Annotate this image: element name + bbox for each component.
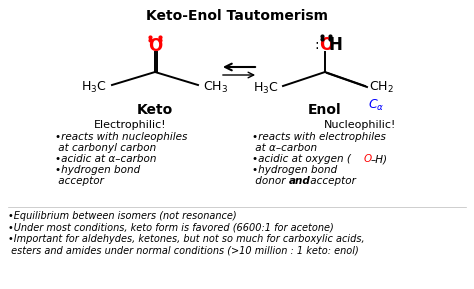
Text: •reacts with electrophiles: •reacts with electrophiles — [252, 132, 386, 142]
Text: –H): –H) — [371, 154, 388, 164]
Text: •acidic at α–carbon: •acidic at α–carbon — [55, 154, 156, 164]
Text: •Equilibrium between isomers (not resonance): •Equilibrium between isomers (not resona… — [8, 211, 237, 221]
Text: Keto-Enol Tautomerism: Keto-Enol Tautomerism — [146, 9, 328, 23]
Text: •hydrogen bond: •hydrogen bond — [252, 165, 337, 175]
Text: O: O — [319, 36, 333, 54]
Text: H: H — [328, 36, 342, 54]
Text: Electrophilic!: Electrophilic! — [94, 120, 166, 130]
Text: O: O — [364, 154, 372, 164]
Text: •acidic at oxygen (: •acidic at oxygen ( — [252, 154, 351, 164]
Text: $\mathregular{H_3C}$: $\mathregular{H_3C}$ — [254, 80, 279, 96]
Text: •Important for aldehydes, ketones, but not so much for carboxylic acids,: •Important for aldehydes, ketones, but n… — [8, 234, 365, 244]
Text: acceptor: acceptor — [55, 176, 104, 186]
Text: at α–carbon: at α–carbon — [252, 143, 317, 153]
Text: :: : — [315, 38, 319, 52]
Text: •hydrogen bond: •hydrogen bond — [55, 165, 140, 175]
Text: $\mathregular{CH_2}$: $\mathregular{CH_2}$ — [369, 79, 394, 95]
Text: $\mathregular{CH_3}$: $\mathregular{CH_3}$ — [203, 79, 228, 95]
Text: Keto: Keto — [137, 103, 173, 117]
Text: $\mathregular{H_3C}$: $\mathregular{H_3C}$ — [82, 79, 107, 95]
Text: •Under most conditions, keto form is favored (6600:1 for acetone): •Under most conditions, keto form is fav… — [8, 223, 334, 232]
Text: esters and amides under normal conditions (>10 million : 1 keto: enol): esters and amides under normal condition… — [8, 245, 359, 255]
Text: donor: donor — [252, 176, 289, 186]
Text: O: O — [148, 37, 162, 55]
Text: acceptor: acceptor — [307, 176, 356, 186]
Text: $\mathit{C}_\mathit{\alpha}$: $\mathit{C}_\mathit{\alpha}$ — [368, 98, 384, 113]
Text: Enol: Enol — [308, 103, 342, 117]
Text: Nucleophilic!: Nucleophilic! — [324, 120, 396, 130]
Text: at carbonyl carbon: at carbonyl carbon — [55, 143, 156, 153]
Text: and: and — [289, 176, 311, 186]
Text: •reacts with nucleophiles: •reacts with nucleophiles — [55, 132, 187, 142]
